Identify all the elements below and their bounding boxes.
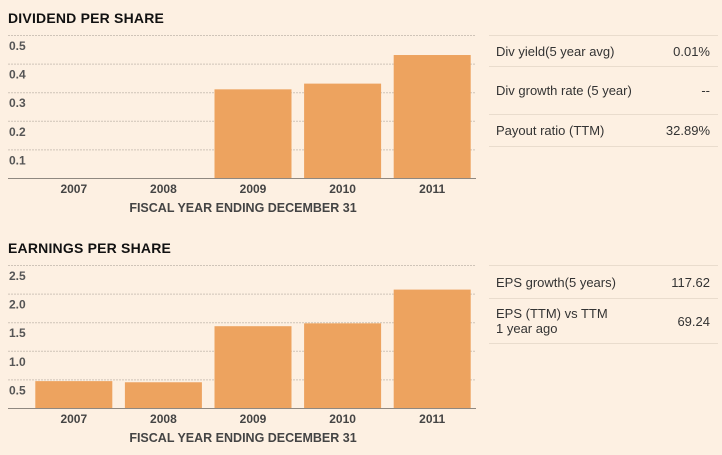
earnings-per-share-chart: 0.5 1.0 1.5 2.0 2.5 2007 2008 2009 2010 2011 FISCA… bbox=[8, 265, 476, 445]
stat-value: 117.62 bbox=[671, 274, 710, 290]
x-tick-label: 2011 bbox=[419, 412, 445, 426]
y-tick-label: 1.5 bbox=[9, 326, 26, 340]
y-tick-label: 0.1 bbox=[9, 153, 26, 167]
stat-row-eps-growth: EPS growth(5 years) 117.62 bbox=[489, 265, 718, 298]
bar-2008 bbox=[124, 382, 202, 408]
y-tick-label: 0.2 bbox=[9, 125, 26, 139]
stat-label: EPS (TTM) vs TTM 1 year ago bbox=[496, 306, 608, 336]
y-tick-label: 0.5 bbox=[9, 383, 26, 397]
bar-2009 bbox=[214, 89, 292, 178]
stat-row-div-growth: Div growth rate (5 year) -- bbox=[489, 66, 718, 114]
stat-label: Payout ratio (TTM) bbox=[496, 123, 605, 138]
y-tick-label: 0.5 bbox=[9, 39, 26, 53]
dividend-per-share-chart: 0.1 0.2 0.3 0.4 0.5 2007 2008 2009 2010 2011 FISCA… bbox=[8, 35, 476, 215]
eps-chart-title: EARNINGS PER SHARE bbox=[8, 240, 172, 256]
x-tick-label: 2008 bbox=[150, 412, 177, 426]
x-tick-label: 2009 bbox=[240, 182, 267, 196]
y-tick-label: 1.0 bbox=[9, 355, 26, 369]
x-tick-label: 2008 bbox=[150, 182, 177, 196]
bar-2010 bbox=[304, 323, 382, 408]
x-tick-label: 2011 bbox=[419, 182, 445, 196]
y-tick-label: 2.5 bbox=[9, 269, 26, 283]
stat-value: 69.24 bbox=[677, 313, 710, 329]
bar-2011 bbox=[393, 289, 471, 408]
y-tick-label: 0.4 bbox=[9, 68, 26, 82]
eps-stats-table: EPS growth(5 years) 117.62 EPS (TTM) vs … bbox=[489, 265, 718, 344]
stat-row-payout-ratio: Payout ratio (TTM) 32.89% bbox=[489, 114, 718, 147]
stat-label: Div yield(5 year avg) bbox=[496, 43, 615, 59]
stat-row-eps-ttm: EPS (TTM) vs TTM 1 year ago 69.24 bbox=[489, 298, 718, 344]
x-axis-title: FISCAL YEAR ENDING DECEMBER 31 bbox=[129, 431, 356, 445]
x-tick-label: 2009 bbox=[240, 412, 267, 426]
stat-row-div-yield: Div yield(5 year avg) 0.01% bbox=[489, 35, 718, 66]
stat-value: -- bbox=[701, 83, 710, 98]
y-tick-label: 2.0 bbox=[9, 298, 26, 312]
dividend-stats-table: Div yield(5 year avg) 0.01% Div growth r… bbox=[489, 35, 718, 147]
stat-label: Div growth rate (5 year) bbox=[496, 83, 632, 98]
dividend-chart-title: DIVIDEND PER SHARE bbox=[8, 10, 165, 26]
x-tick-label: 2007 bbox=[60, 412, 87, 426]
bar-2010 bbox=[304, 83, 382, 178]
bar-2009 bbox=[214, 326, 292, 408]
y-tick-label: 0.3 bbox=[9, 96, 26, 110]
bar-2007 bbox=[35, 381, 113, 408]
stat-label: EPS growth(5 years) bbox=[496, 274, 616, 290]
x-tick-label: 2007 bbox=[60, 182, 87, 196]
x-axis-title: FISCAL YEAR ENDING DECEMBER 31 bbox=[129, 201, 356, 215]
stat-value: 32.89% bbox=[665, 123, 710, 138]
stat-value: 0.01% bbox=[673, 43, 710, 59]
x-tick-label: 2010 bbox=[329, 412, 356, 426]
bar-2011 bbox=[393, 55, 471, 178]
x-tick-label: 2010 bbox=[329, 182, 356, 196]
